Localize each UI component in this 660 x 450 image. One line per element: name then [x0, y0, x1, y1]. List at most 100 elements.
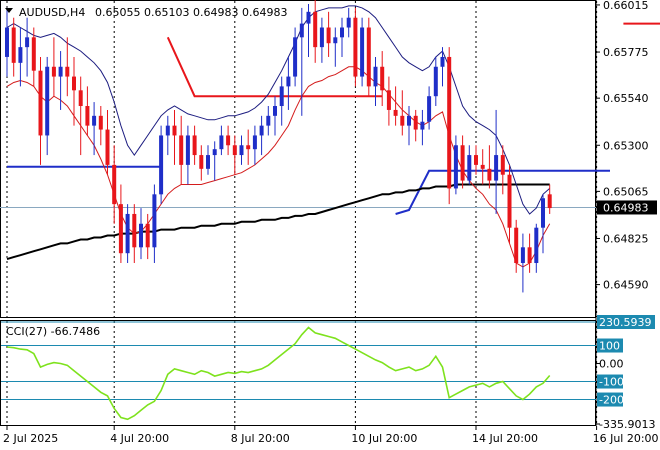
candle-body	[118, 204, 123, 254]
level-line-red	[166, 36, 383, 98]
candle-body	[132, 213, 137, 248]
candle-body	[25, 37, 30, 48]
cci-tick-label: -100	[599, 376, 624, 389]
candle-body	[212, 149, 217, 156]
candle-body	[246, 145, 251, 150]
price-tick-label: 0.64590	[603, 279, 649, 292]
candle-body	[380, 66, 385, 91]
candle-body	[206, 155, 210, 169]
main-panel-frame	[0, 0, 596, 318]
candle-body	[192, 135, 197, 156]
candle-body	[514, 227, 519, 264]
candle-body	[125, 213, 130, 254]
cci-tick-label: -335.9013	[599, 418, 655, 431]
close-value: 0.64983	[242, 6, 288, 19]
last-price-label: 0.64983	[603, 201, 649, 214]
candle-body	[520, 247, 525, 264]
candle-body	[373, 66, 378, 87]
price-tick-label: 0.64825	[603, 232, 649, 245]
candle-body	[440, 56, 445, 67]
candle-body	[299, 23, 304, 38]
series-ma-line	[6, 183, 550, 261]
cci-tick-label: 0.00	[599, 358, 624, 371]
candle-body	[500, 155, 505, 175]
cci-level-tag	[597, 392, 623, 407]
candle-body	[400, 115, 405, 126]
candle-body	[78, 90, 83, 107]
candle-body	[494, 155, 499, 181]
time-tick-label: 8 Jul 20:00	[231, 432, 290, 445]
time-axis: 2 Jul 2025 4 Jul 20:00 8 Jul 20:00 10 Jul 2…	[3, 426, 659, 445]
cci-tick-label: 230.5939	[599, 316, 652, 329]
candle-body	[326, 27, 331, 44]
candle-body	[179, 135, 184, 165]
candle-body	[219, 135, 224, 150]
candle-body	[286, 76, 291, 87]
candle-body	[145, 223, 150, 248]
series-upper-line	[6, 5, 551, 215]
candle-body	[11, 27, 16, 63]
cci-tick-label: -200	[599, 394, 624, 407]
candle-body	[226, 135, 231, 146]
candle-body	[460, 145, 465, 181]
candle-body	[547, 194, 552, 209]
candle-body	[474, 155, 478, 165]
candle-body	[353, 17, 358, 77]
price-tick-label: 0.66015	[603, 0, 649, 12]
candle-body	[58, 66, 63, 77]
open-value: 0.65055	[95, 6, 141, 19]
candle-body	[92, 115, 97, 126]
indicator-lines	[6, 5, 551, 268]
price-tick-label: 0.65065	[603, 185, 649, 198]
cci-level-tag	[597, 374, 623, 389]
candles	[5, 0, 552, 293]
candle-body	[407, 115, 411, 126]
series-lower-line	[6, 66, 551, 268]
candle-body	[447, 56, 452, 189]
level-line-red	[623, 22, 660, 25]
cci-axis: 230.5939 100 0.00 -100 -200 -335.9013	[596, 315, 655, 431]
candle-body	[273, 106, 277, 116]
candle-body	[252, 135, 257, 150]
candle-body	[239, 145, 244, 156]
price-tick-label: 0.65540	[603, 92, 649, 105]
candle-body	[527, 247, 532, 264]
price-tick-label: 0.65300	[603, 139, 649, 152]
candle-body	[279, 86, 284, 107]
cci-level-tag	[597, 315, 655, 329]
candle-body	[105, 129, 110, 165]
cci-label: CCI(27) -66.7486	[6, 325, 100, 338]
candle-body	[18, 47, 23, 63]
candle-body	[427, 96, 432, 122]
candle-body	[139, 223, 143, 248]
candle-body	[340, 27, 344, 38]
time-tick-label: 10 Jul 20:00	[351, 432, 417, 445]
symbol-label: AUDUSD,H4	[19, 6, 85, 19]
candle-body	[480, 164, 485, 169]
candle-body	[51, 66, 56, 77]
cci-tick-label: 100	[599, 340, 620, 353]
candle-body	[159, 135, 164, 195]
candle-body	[319, 27, 324, 48]
candle-body	[420, 121, 425, 130]
candle-body	[306, 11, 311, 24]
candle-body	[45, 66, 50, 136]
candle-body	[541, 198, 545, 228]
candle-body	[266, 115, 271, 126]
down-triangle-icon	[5, 8, 13, 13]
chart-header: AUDUSD,H4 0.65055 0.65103 0.64983 0.6498…	[5, 6, 288, 19]
time-tick-label: 2 Jul 2025	[3, 432, 58, 445]
candle-body	[534, 227, 539, 264]
candle-body	[112, 164, 117, 205]
time-tick-label: 14 Jul 20:00	[472, 432, 538, 445]
candle-body	[487, 168, 492, 181]
candle-body	[72, 76, 76, 91]
candle-body	[98, 115, 103, 130]
low-value: 0.64983	[193, 6, 239, 19]
candle-body	[232, 145, 237, 156]
last-price-tag	[597, 200, 657, 215]
candle-body	[453, 145, 458, 189]
candle-body	[507, 174, 512, 228]
candle-body	[333, 37, 338, 44]
